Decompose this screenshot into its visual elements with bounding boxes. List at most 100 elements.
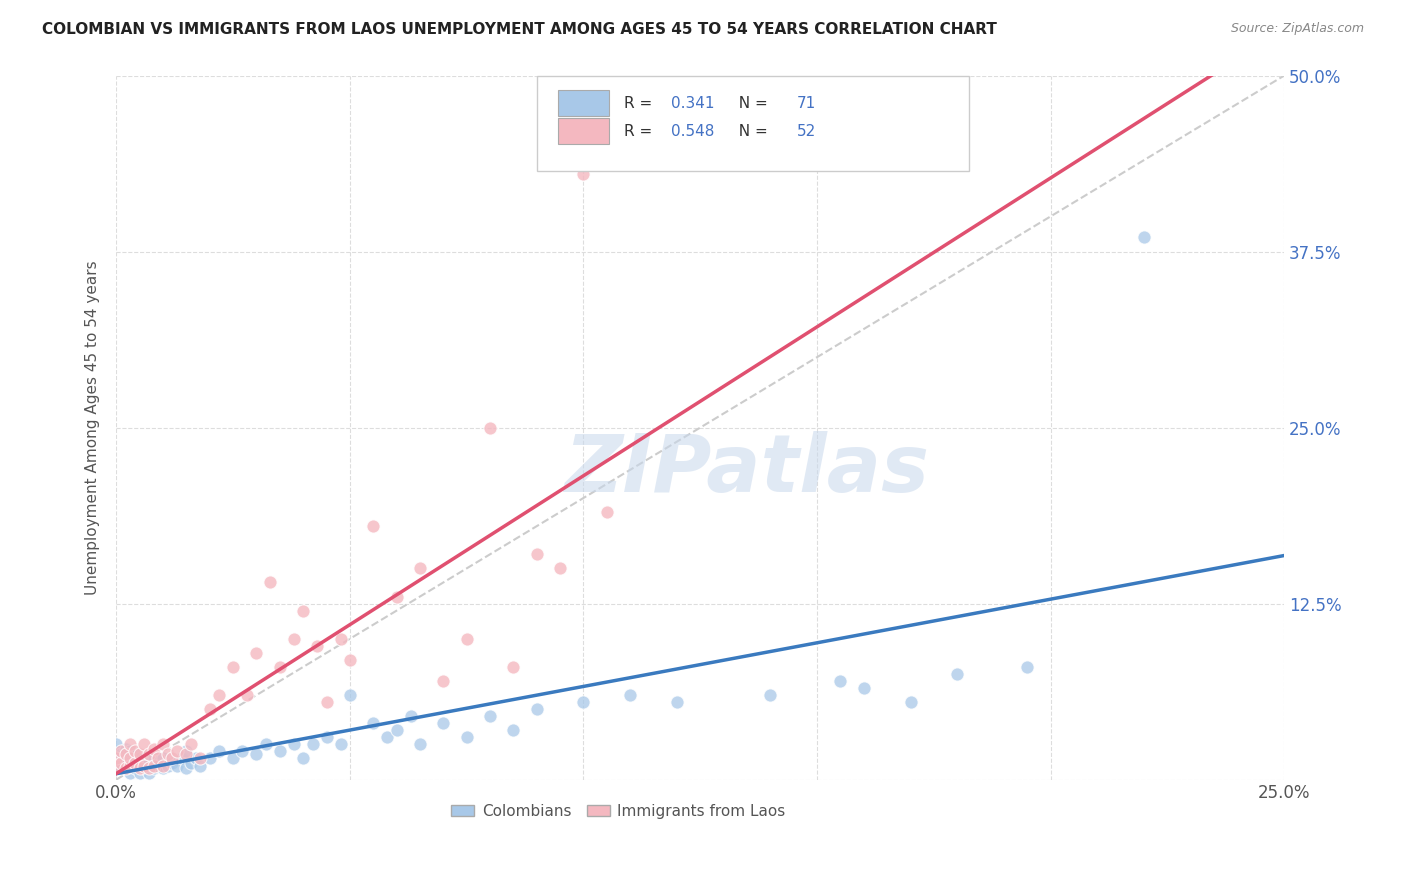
Point [148, 751, 170, 765]
Point [292, 751, 315, 765]
Point [231, 744, 253, 758]
Point [830, 673, 852, 688]
Point [198, 702, 221, 716]
Point [142, 761, 165, 775]
Point [142, 741, 165, 756]
Text: ZIPatlas: ZIPatlas [565, 431, 929, 508]
Text: 52: 52 [797, 124, 817, 139]
FancyBboxPatch shape [558, 119, 609, 144]
Point [456, 632, 478, 646]
Point [269, 744, 291, 758]
Point [152, 761, 174, 775]
Point [105, 738, 128, 752]
Point [120, 765, 142, 780]
Point [138, 756, 160, 770]
Point [152, 738, 174, 752]
Point [176, 744, 198, 758]
Point [114, 758, 136, 772]
Point [142, 758, 165, 772]
Point [152, 758, 174, 772]
Point [162, 756, 184, 770]
Point [110, 744, 132, 758]
Point [245, 747, 267, 762]
Point [385, 590, 408, 604]
Text: N =: N = [730, 96, 773, 112]
Point [134, 751, 156, 765]
Point [176, 761, 198, 775]
Point [385, 723, 408, 738]
Text: 0.341: 0.341 [671, 96, 714, 112]
Point [105, 758, 128, 772]
Text: R =: R = [624, 124, 658, 139]
Point [548, 561, 571, 575]
Legend: Colombians, Immigrants from Laos: Colombians, Immigrants from Laos [446, 797, 792, 825]
Point [432, 716, 454, 731]
Point [301, 738, 323, 752]
Point [128, 758, 150, 772]
Point [852, 681, 875, 695]
Point [120, 751, 142, 765]
Point [152, 751, 174, 765]
Point [375, 731, 398, 745]
Point [148, 758, 170, 772]
Point [665, 695, 688, 709]
Point [105, 751, 128, 765]
Point [128, 751, 150, 765]
Point [190, 751, 212, 765]
Point [315, 731, 337, 745]
Point [245, 646, 267, 660]
Point [759, 688, 782, 702]
Point [114, 751, 136, 765]
Point [105, 758, 128, 772]
Point [361, 519, 384, 533]
Point [361, 716, 384, 731]
Point [190, 758, 212, 772]
Point [124, 761, 146, 775]
Point [166, 744, 188, 758]
Point [502, 660, 524, 674]
Point [572, 695, 595, 709]
Point [180, 756, 202, 770]
Point [432, 673, 454, 688]
Point [254, 738, 277, 752]
Point [110, 756, 132, 770]
Point [114, 747, 136, 762]
Point [176, 747, 198, 762]
FancyBboxPatch shape [558, 90, 609, 116]
Point [134, 738, 156, 752]
Point [208, 688, 231, 702]
Point [292, 604, 315, 618]
Point [120, 751, 142, 765]
Point [315, 695, 337, 709]
Point [138, 761, 160, 775]
Point [124, 756, 146, 770]
Point [120, 758, 142, 772]
Point [222, 751, 245, 765]
Point [134, 761, 156, 775]
Text: R =: R = [624, 96, 658, 112]
Text: COLOMBIAN VS IMMIGRANTS FROM LAOS UNEMPLOYMENT AMONG AGES 45 TO 54 YEARS CORRELA: COLOMBIAN VS IMMIGRANTS FROM LAOS UNEMPL… [42, 22, 997, 37]
Point [339, 688, 361, 702]
Point [120, 758, 142, 772]
Point [269, 660, 291, 674]
Point [526, 547, 548, 561]
Text: N =: N = [730, 124, 773, 139]
Point [456, 731, 478, 745]
Point [105, 744, 128, 758]
Y-axis label: Unemployment Among Ages 45 to 54 years: Unemployment Among Ages 45 to 54 years [86, 260, 100, 595]
Point [236, 688, 259, 702]
Point [114, 741, 136, 756]
Point [222, 660, 245, 674]
Point [208, 744, 231, 758]
Point [166, 758, 188, 772]
Point [283, 738, 305, 752]
FancyBboxPatch shape [537, 76, 969, 170]
Point [124, 744, 146, 758]
Point [259, 575, 281, 590]
Point [180, 738, 202, 752]
Point [110, 761, 132, 775]
Point [162, 751, 184, 765]
Point [329, 738, 352, 752]
Point [1133, 230, 1156, 244]
Point [1017, 660, 1039, 674]
